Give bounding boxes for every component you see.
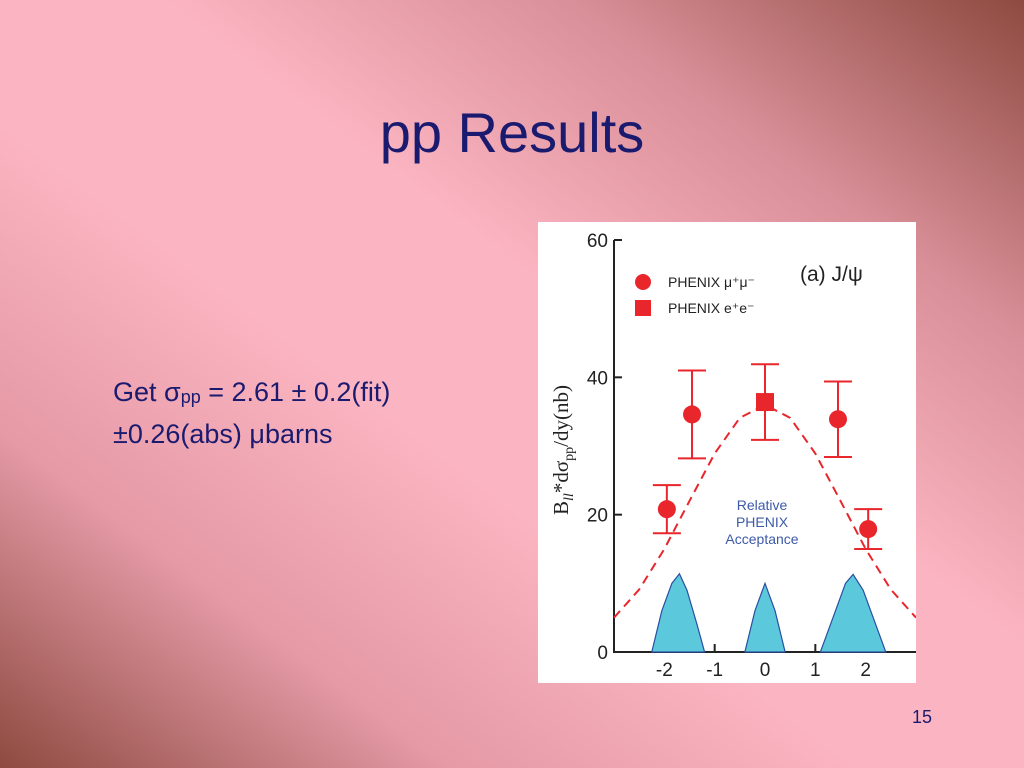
annotation: (a) J/ψ — [800, 263, 863, 286]
legend-label: PHENIX μ⁺μ⁻ — [668, 274, 755, 290]
text: ±0.26(abs) μbarns — [113, 419, 333, 449]
data-point — [859, 520, 878, 539]
acceptance-area — [744, 581, 786, 653]
data-point — [683, 405, 702, 424]
subscript: pp — [180, 387, 201, 407]
y-tick-label: 20 — [587, 506, 608, 527]
y-tick-label: 40 — [587, 368, 608, 389]
annotation: PHENIX — [736, 514, 789, 530]
text: /dy(nb) — [549, 385, 573, 447]
y-tick-label: 60 — [587, 231, 608, 252]
data-point — [828, 410, 847, 429]
x-tick-label: 1 — [810, 660, 821, 681]
slide-title: pp Results — [379, 101, 645, 164]
annotation: Relative — [737, 497, 788, 513]
chart: Bll*dσpp/dy(nb) (a) J/ψ Relative PHENIX … — [538, 222, 916, 683]
text: = 2.61 ± 0.2(fit) — [200, 377, 391, 407]
acceptance-area — [650, 572, 706, 653]
x-tick-label: 0 — [760, 660, 771, 681]
x-tick-label: -1 — [706, 660, 723, 681]
acceptance-area — [819, 573, 887, 653]
legend-label: PHENIX e⁺e⁻ — [668, 300, 754, 316]
legend-marker — [635, 300, 651, 316]
text: Get σ — [113, 377, 181, 407]
legend-marker — [635, 274, 651, 290]
x-tick-label: -2 — [656, 660, 673, 681]
annotation: Acceptance — [725, 531, 798, 547]
subscript: pp — [562, 447, 577, 461]
y-tick-label: 0 — [597, 643, 608, 664]
page-number: 15 — [912, 707, 933, 727]
body-line: ±0.26(abs) μbarns — [113, 419, 332, 450]
data-point — [657, 500, 676, 519]
subscript: ll — [562, 493, 577, 501]
x-tick-label: 2 — [860, 660, 871, 681]
body-line: Get σpp = 2.61 ± 0.2(fit) — [113, 377, 390, 408]
y-axis-label: Bll*dσpp/dy(nb) — [549, 385, 577, 515]
text: *dσ — [549, 461, 573, 493]
text: B — [549, 501, 573, 515]
